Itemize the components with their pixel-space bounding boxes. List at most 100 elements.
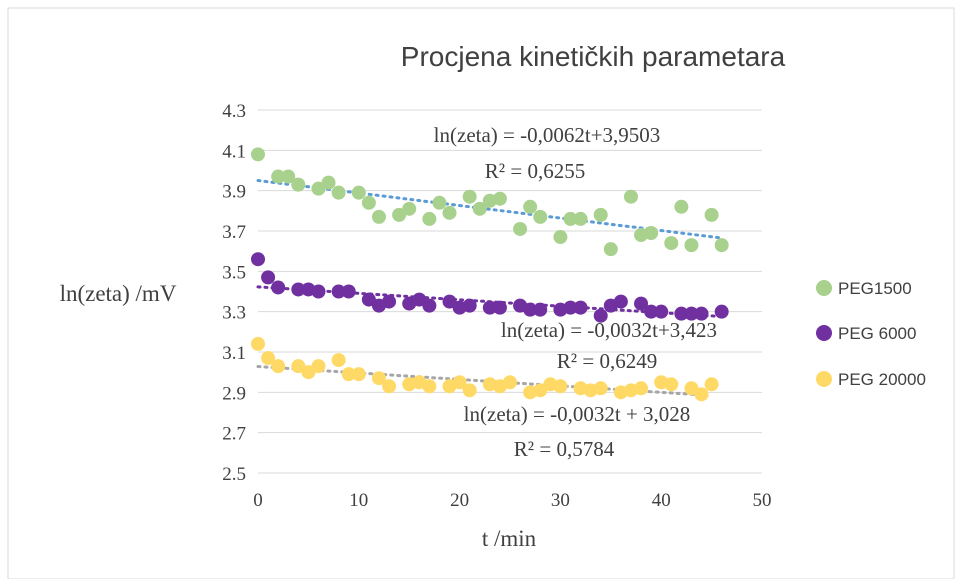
y-axis-title: ln(zeta) /mV — [60, 281, 177, 306]
data-point-series-2 — [341, 367, 356, 382]
data-point-series-1 — [271, 280, 286, 295]
legend-marker-peg6000 — [816, 325, 832, 341]
data-point-series-2 — [634, 381, 649, 396]
y-tick-label: 3.5 — [222, 262, 246, 283]
data-point-series-0 — [392, 207, 407, 222]
equation-peg6000: ln(zeta) = -0,0032t+3,423 — [501, 318, 717, 342]
data-point-series-0 — [623, 189, 638, 204]
data-point-series-1 — [291, 282, 306, 297]
data-point-series-2 — [271, 359, 286, 374]
data-point-series-0 — [331, 185, 346, 200]
data-point-series-2 — [251, 336, 265, 351]
data-point-series-0 — [603, 242, 618, 257]
r2-peg6000: R² = 0,6249 — [557, 349, 657, 373]
data-point-series-2 — [533, 383, 548, 398]
data-point-series-0 — [533, 209, 548, 224]
data-point-series-2 — [261, 351, 276, 366]
data-point-series-2 — [382, 379, 397, 394]
x-tick-label: 20 — [450, 490, 469, 511]
legend-label-peg1500: PEG1500 — [838, 279, 912, 298]
data-point-series-1 — [382, 294, 397, 309]
data-point-series-2 — [452, 375, 467, 390]
y-axis-ticks: 2.5 2.7 2.9 3.1 3.3 3.5 3.7 3.9 4.1 4.3 — [222, 101, 246, 485]
data-point-series-2 — [664, 377, 679, 392]
legend-marker-peg1500 — [816, 280, 832, 296]
data-point-series-0 — [674, 199, 689, 214]
data-point-series-1 — [482, 300, 497, 315]
data-point-series-0 — [492, 191, 507, 206]
y-tick-label: 2.7 — [222, 424, 246, 445]
data-point-series-0 — [684, 238, 699, 253]
data-point-series-0 — [644, 226, 659, 241]
data-point-series-0 — [311, 181, 326, 196]
data-point-series-1 — [261, 270, 276, 285]
data-point-series-1 — [563, 300, 578, 315]
data-point-series-0 — [271, 169, 286, 184]
data-point-series-1 — [714, 304, 729, 319]
data-point-series-0 — [664, 236, 679, 251]
data-point-series-1 — [523, 302, 538, 317]
data-point-series-1 — [492, 300, 507, 315]
data-point-series-1 — [412, 292, 427, 307]
data-point-series-1 — [341, 284, 356, 299]
legend-marker-peg20000 — [816, 371, 832, 387]
data-point-series-1 — [422, 298, 437, 313]
data-point-series-1 — [533, 302, 548, 317]
data-point-series-0 — [351, 185, 366, 200]
data-point-series-0 — [573, 211, 588, 226]
data-point-series-0 — [704, 207, 719, 222]
x-tick-label: 0 — [253, 490, 263, 511]
data-point-series-2 — [704, 377, 719, 392]
data-point-series-2 — [503, 375, 517, 390]
data-point-series-0 — [402, 201, 417, 216]
data-point-series-1 — [361, 292, 376, 307]
y-tick-label: 3.3 — [222, 303, 246, 324]
data-point-series-1 — [331, 284, 346, 299]
data-point-series-0 — [553, 230, 568, 245]
y-tick-label: 2.9 — [222, 383, 246, 404]
data-points — [251, 147, 729, 402]
data-point-series-1 — [573, 300, 588, 315]
chart-title: Procjena kinetičkih parametara — [401, 41, 786, 72]
data-point-series-2 — [694, 387, 709, 402]
data-point-series-1 — [644, 304, 659, 319]
y-tick-label: 4.3 — [222, 101, 246, 122]
data-point-series-2 — [351, 367, 366, 382]
equation-peg1500: ln(zeta) = -0,0062t+3,9503 — [434, 123, 661, 147]
data-point-series-0 — [422, 211, 437, 226]
data-point-series-1 — [674, 306, 689, 321]
data-point-series-1 — [442, 294, 457, 309]
data-point-series-0 — [291, 177, 306, 192]
data-point-series-2 — [311, 359, 326, 374]
data-point-series-1 — [311, 284, 326, 299]
data-point-series-0 — [361, 195, 376, 210]
data-point-series-0 — [321, 175, 336, 190]
legend-label-peg6000: PEG 6000 — [838, 324, 916, 343]
data-point-series-0 — [714, 238, 729, 253]
y-tick-label: 3.9 — [222, 182, 246, 203]
x-axis-ticks: 0 10 20 30 40 50 — [253, 490, 771, 511]
x-tick-label: 40 — [652, 490, 671, 511]
data-point-series-2 — [291, 359, 306, 374]
y-tick-label: 3.7 — [222, 222, 246, 243]
data-point-series-1 — [251, 252, 265, 267]
data-point-series-0 — [523, 199, 538, 214]
data-point-series-1 — [684, 306, 699, 321]
data-point-series-2 — [593, 381, 608, 396]
data-point-series-0 — [251, 147, 265, 162]
data-point-series-1 — [654, 304, 669, 319]
x-tick-label: 10 — [349, 490, 368, 511]
data-point-series-2 — [422, 379, 437, 394]
legend: PEG1500 PEG 6000 PEG 20000 — [816, 279, 926, 389]
data-point-series-0 — [593, 207, 608, 222]
data-point-series-2 — [331, 353, 346, 368]
data-point-series-2 — [553, 379, 568, 394]
legend-label-peg20000: PEG 20000 — [838, 370, 926, 389]
data-point-series-0 — [462, 189, 477, 204]
x-tick-label: 30 — [551, 490, 570, 511]
data-point-series-1 — [613, 294, 628, 309]
r2-peg20000: R² = 0,5784 — [514, 437, 615, 461]
r2-peg1500: R² = 0,6255 — [485, 159, 585, 183]
data-point-series-1 — [462, 298, 477, 313]
